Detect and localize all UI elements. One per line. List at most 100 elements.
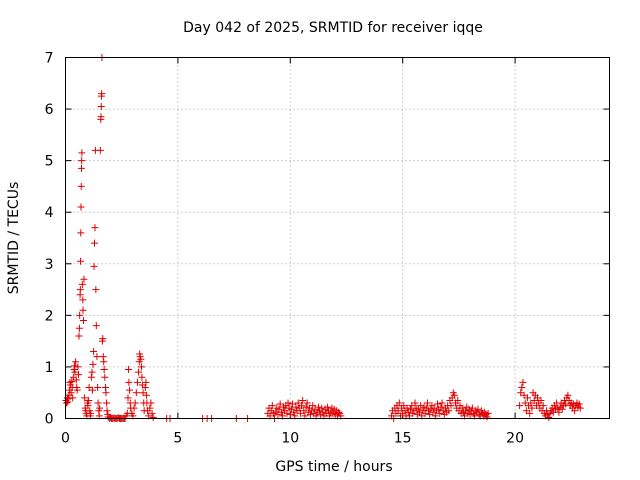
data-point: [78, 149, 86, 157]
x-tick-label: 20: [506, 431, 524, 447]
data-point: [466, 410, 474, 418]
data-point: [571, 407, 579, 415]
y-tick-label: 2: [45, 308, 54, 324]
y-tick-label: 6: [45, 102, 54, 118]
y-tick-label: 4: [45, 205, 54, 221]
data-point: [300, 407, 308, 415]
data-point: [518, 384, 526, 392]
x-tick-label: 15: [394, 431, 412, 447]
data-point: [447, 402, 455, 410]
data-point: [77, 257, 85, 265]
data-point: [146, 404, 154, 412]
data-point: [395, 399, 403, 407]
y-axis-label: SRMTID / TECUs: [6, 182, 22, 295]
data-point: [558, 405, 566, 413]
data-point: [438, 399, 446, 407]
data-point: [77, 203, 85, 211]
y-tick-label: 1: [45, 360, 54, 376]
data-point: [69, 394, 77, 402]
data-point: [141, 384, 149, 392]
data-point: [79, 317, 87, 325]
data-point: [142, 391, 150, 399]
data-point: [68, 377, 76, 385]
data-point: [539, 402, 547, 410]
data-point: [97, 102, 105, 110]
data-point: [299, 396, 307, 404]
data-point: [96, 146, 104, 154]
data-point: [63, 399, 71, 407]
data-point: [77, 229, 85, 237]
data-point: [81, 394, 89, 402]
data-point: [75, 371, 83, 379]
data-point: [125, 378, 133, 386]
data-point: [303, 399, 311, 407]
data-point: [90, 262, 98, 270]
data-point: [90, 239, 98, 247]
data-point: [88, 386, 96, 394]
data-point: [407, 405, 415, 413]
data-point: [89, 360, 97, 368]
data-point: [483, 413, 491, 421]
data-point: [290, 408, 298, 416]
data-point: [79, 306, 87, 314]
data-point: [92, 322, 100, 330]
data-point: [71, 368, 79, 376]
data-point: [142, 378, 150, 386]
y-tick-label: 5: [45, 154, 54, 170]
data-point: [101, 373, 109, 381]
data-point: [292, 403, 300, 411]
data-point: [102, 389, 110, 397]
chart-title: Day 042 of 2025, SRMTID for receiver iqq…: [183, 20, 483, 36]
data-point: [70, 362, 78, 370]
data-point: [276, 400, 284, 408]
data-point: [79, 296, 87, 304]
data-point: [124, 366, 132, 374]
data-point: [94, 399, 102, 407]
data-point: [423, 399, 431, 407]
y-tick-label: 0: [45, 412, 54, 428]
data-point: [78, 280, 86, 288]
data-point: [103, 407, 111, 415]
data-point: [309, 402, 317, 410]
data-point: [98, 90, 106, 98]
grid-lines: [65, 57, 610, 419]
data-point: [403, 404, 411, 412]
data-point: [92, 286, 100, 294]
data-point: [124, 394, 132, 402]
data-point: [445, 407, 453, 415]
data-point: [318, 404, 326, 412]
data-point: [417, 402, 425, 410]
data-point: [76, 286, 84, 294]
data-point: [429, 408, 437, 416]
data-point: [484, 409, 492, 417]
data-point: [147, 399, 155, 407]
data-point: [284, 399, 292, 407]
data-point: [414, 405, 422, 413]
y-tick-label: 7: [45, 51, 54, 67]
x-tick-label: 0: [61, 431, 70, 447]
data-point: [289, 400, 297, 408]
data-point: [77, 182, 85, 190]
data-point: [575, 400, 583, 408]
data-point: [90, 347, 98, 355]
x-tick-label: 5: [173, 431, 182, 447]
x-tick-label: 10: [281, 431, 299, 447]
data-point: [307, 410, 315, 418]
data-point: [335, 408, 343, 416]
data-point: [87, 373, 95, 381]
data-point: [80, 275, 88, 283]
data-point: [93, 353, 101, 361]
data-point: [523, 394, 531, 402]
data-point: [526, 409, 534, 417]
data-point: [97, 113, 105, 121]
data-point: [100, 358, 108, 366]
data-point: [133, 378, 141, 386]
data-point: [555, 408, 563, 416]
data-point: [103, 399, 111, 407]
data-point: [302, 403, 310, 411]
data-point: [84, 402, 92, 410]
y-tick-label: 3: [45, 257, 54, 273]
data-point: [537, 396, 545, 404]
data-point: [277, 408, 285, 416]
